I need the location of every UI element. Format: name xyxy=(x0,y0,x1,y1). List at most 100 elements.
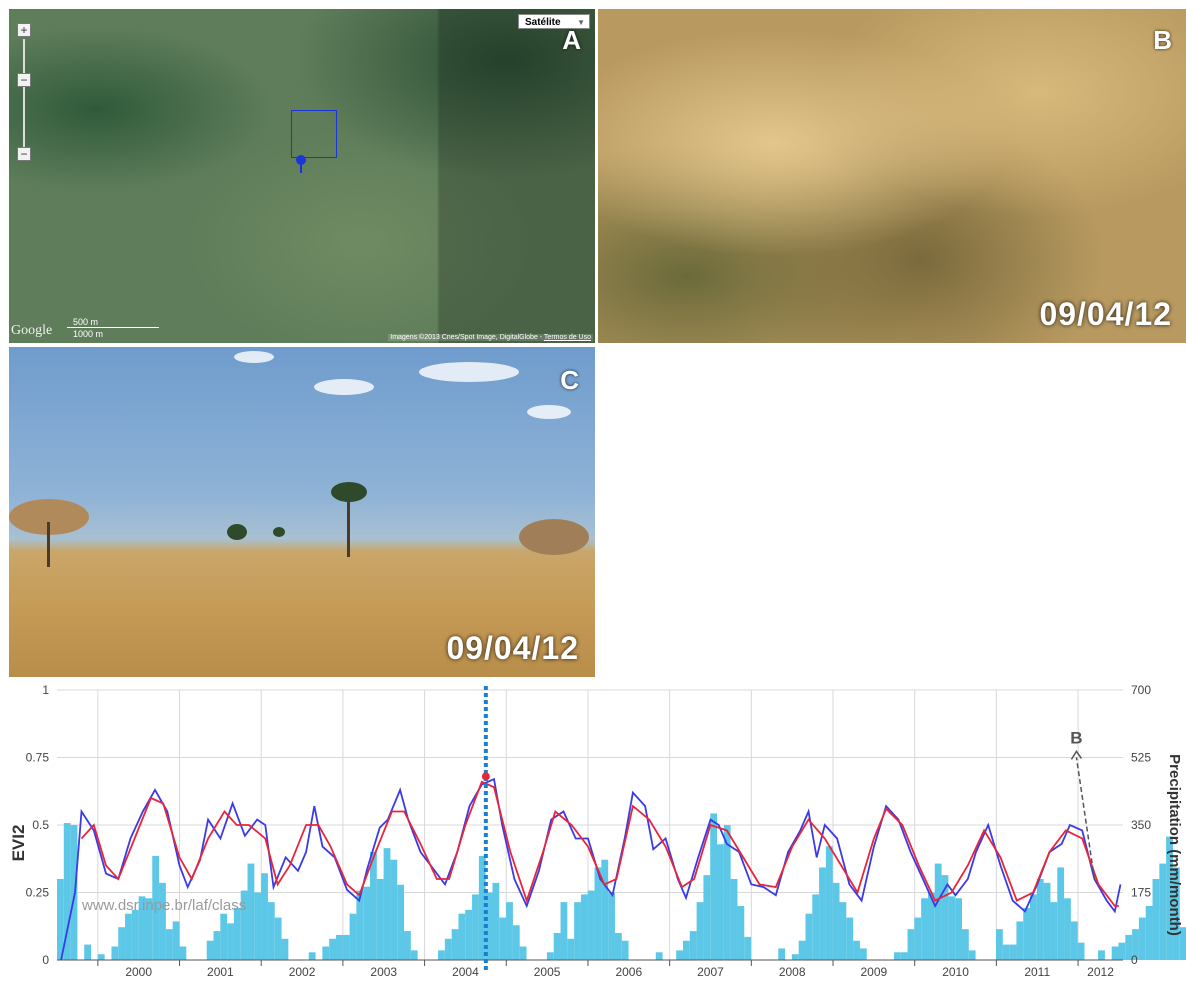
scale-1000m-label: 1000 m xyxy=(73,329,104,339)
precipitation-bar xyxy=(1179,927,1186,960)
precipitation-bar xyxy=(614,933,622,960)
panel-a-satellite-map: + − − Satélite ▼ A Google 500 m 1000 m I… xyxy=(9,9,595,343)
precipitation-bar xyxy=(893,952,901,960)
x-tick-label: 2001 xyxy=(207,965,234,979)
precipitation-bar xyxy=(397,884,405,960)
precipitation-bar xyxy=(383,848,391,960)
y-tick-right-label: 175 xyxy=(1131,886,1151,900)
chart-axes: 0 0.25 0.5 0.75 1 0 175 350 525 700 2000 2001 2002 20… xyxy=(26,683,1152,979)
precipitation-bar xyxy=(859,948,867,960)
precipitation-bar xyxy=(567,938,575,960)
precipitation-bar xyxy=(996,929,1003,960)
precipitation-bar xyxy=(1050,902,1058,960)
precipitation-bar xyxy=(1172,867,1180,960)
zoom-slider-handle[interactable]: − xyxy=(17,73,31,87)
precipitation-bar xyxy=(342,934,350,960)
evi2_smooth-line xyxy=(80,780,1119,907)
precipitation-bar xyxy=(118,927,126,960)
precipitation-bar xyxy=(1030,894,1037,960)
tree-trunk xyxy=(47,522,50,567)
scale-500m-label: 500 m xyxy=(73,317,99,327)
precipitation-bar xyxy=(206,940,214,960)
precipitation-bar xyxy=(689,931,697,960)
precipitation-bar xyxy=(941,875,949,960)
evi2-precipitation-chart: www.dsr.inpe.br/laf/class EVI2 Precipita… xyxy=(9,683,1186,979)
terms-link[interactable]: Termos de Uso xyxy=(543,334,591,341)
y-tick-right-label: 350 xyxy=(1131,818,1151,832)
precipitation-bar xyxy=(1098,950,1105,960)
y-tick-right-label: 525 xyxy=(1131,751,1151,765)
panel-a-label: A xyxy=(562,25,581,55)
precipitation-bar xyxy=(968,950,976,960)
precipitation-bar xyxy=(1138,917,1146,960)
precipitation-bar xyxy=(492,882,500,960)
precipitation-bar xyxy=(322,946,330,960)
panel-c-landscape-photo: C 09/04/12 xyxy=(9,347,595,677)
precipitation-bar xyxy=(1166,836,1173,960)
y-tick-left-label: 0 xyxy=(42,953,49,967)
precipitation-bar xyxy=(846,917,854,960)
y-tick-left-label: 1 xyxy=(42,683,49,697)
selection-rectangle xyxy=(291,110,337,158)
precipitation-bar xyxy=(512,925,520,960)
x-tick-label: 2003 xyxy=(370,965,397,979)
precipitation-bar xyxy=(683,940,690,960)
cloud-shape xyxy=(419,362,519,382)
panel-b-label: B xyxy=(1153,25,1172,55)
precipitation-bar xyxy=(410,950,418,960)
annotation-arrow xyxy=(1075,757,1096,880)
palm-crown xyxy=(273,527,285,537)
panel-c-label: C xyxy=(560,365,579,395)
precipitation-bar xyxy=(1064,898,1071,960)
x-tick-label: 2000 xyxy=(125,965,152,979)
precipitation-bar xyxy=(465,909,473,960)
palm-trunk xyxy=(347,497,350,557)
precipitation-bar xyxy=(220,913,228,960)
x-tick-label: 2008 xyxy=(779,965,806,979)
cloud-shape xyxy=(527,405,571,419)
precipitation-bar xyxy=(1023,907,1031,960)
precipitation-bar xyxy=(404,931,411,960)
panel-b-date: 09/04/12 xyxy=(1039,296,1172,332)
x-tick-label: 2011 xyxy=(1024,965,1050,979)
chevron-down-icon: ▼ xyxy=(577,18,585,27)
precipitation-bar xyxy=(227,923,234,960)
precipitation-bar xyxy=(580,894,588,960)
panel-b-grass-photo: B 09/04/12 xyxy=(598,9,1186,343)
attribution-text: Imagens ©2013 Cnes/Spot Image, DigitalGl… xyxy=(390,334,544,341)
precipitation-bar xyxy=(914,917,922,960)
precipitation-bar xyxy=(308,952,316,960)
precipitation-bar xyxy=(63,823,71,960)
zoom-in-button[interactable]: + xyxy=(17,23,31,37)
precipitation-bar xyxy=(84,944,92,960)
evi2-lines xyxy=(60,777,1122,961)
map-pin-icon[interactable] xyxy=(296,155,306,165)
precipitation-bar xyxy=(267,902,275,960)
precipitation-bar xyxy=(907,929,915,960)
precipitation-bar xyxy=(240,890,248,960)
precipitation-bar xyxy=(349,913,357,960)
precipitation-bar xyxy=(587,890,595,960)
precipitation-bar xyxy=(798,940,806,960)
precipitation-bar xyxy=(254,892,262,960)
precipitation-bar xyxy=(703,875,711,960)
zoom-slider-track[interactable] xyxy=(23,39,25,147)
precipitation-bar xyxy=(553,933,561,960)
precipitation-bar xyxy=(1159,863,1167,960)
precipitation-bar xyxy=(1070,921,1078,960)
precipitation-bar xyxy=(1152,879,1160,960)
precipitation-bar xyxy=(737,906,745,960)
precipitation-bar xyxy=(927,892,935,960)
precipitation-bar xyxy=(1125,934,1133,960)
precipitation-bar xyxy=(839,902,847,960)
precipitation-bar xyxy=(172,921,180,960)
precipitation-bar xyxy=(519,946,527,960)
zoom-out-button[interactable]: − xyxy=(17,147,31,161)
precipitation-bar xyxy=(819,867,826,960)
tree-shape xyxy=(519,519,589,555)
precipitation-bar xyxy=(281,938,289,960)
map-type-dropdown[interactable]: Satélite ▼ xyxy=(518,14,590,29)
precipitation-bar xyxy=(247,863,255,960)
x-tick-label: 2009 xyxy=(861,965,888,979)
map-pin-tail xyxy=(300,163,302,173)
